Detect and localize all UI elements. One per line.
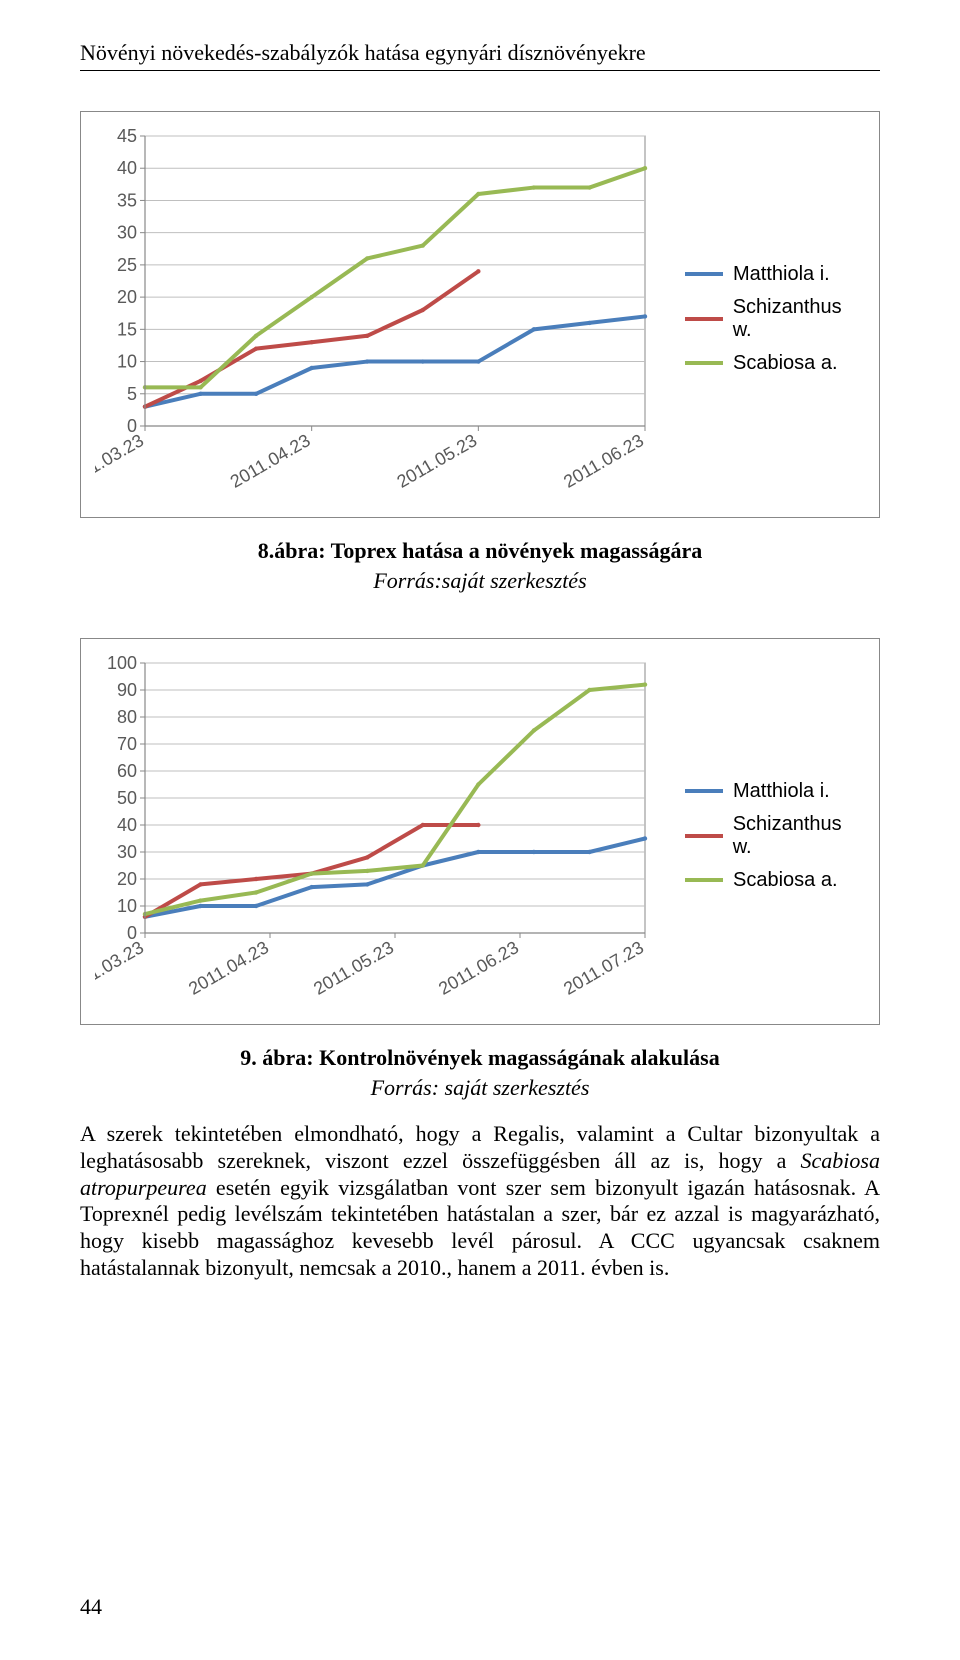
chart-2-legend: Matthiola i. Schizanthus w. Scabiosa a.: [685, 770, 865, 902]
chart-1-caption-source: Forrás:saját szerkesztés: [80, 568, 880, 594]
svg-text:20: 20: [117, 287, 137, 307]
svg-text:2011.06.23: 2011.06.23: [435, 937, 522, 999]
page-header-title: Növényi növekedés-szabályzók hatása egyn…: [80, 40, 880, 66]
legend-label: Matthiola i.: [733, 780, 830, 803]
legend-item: Scabiosa a.: [685, 352, 865, 375]
svg-text:30: 30: [117, 842, 137, 862]
svg-text:100: 100: [107, 653, 137, 673]
legend-color-swatch: [685, 878, 723, 882]
svg-text:2011.03.23: 2011.03.23: [95, 937, 147, 999]
svg-text:20: 20: [117, 869, 137, 889]
svg-text:2011.04.23: 2011.04.23: [185, 937, 272, 999]
chart-2-caption-source: Forrás: saját szerkesztés: [80, 1075, 880, 1101]
body-paragraph: A szerek tekintetében elmondható, hogy a…: [80, 1121, 880, 1282]
svg-text:35: 35: [117, 190, 137, 210]
chart-1-legend: Matthiola i. Schizanthus w. Scabiosa a.: [685, 253, 865, 385]
svg-text:70: 70: [117, 734, 137, 754]
chart-1-container: 0510152025303540452011.03.232011.04.2320…: [80, 111, 880, 518]
body-run-1: A szerek tekintetében elmondható, hogy a…: [80, 1121, 880, 1173]
svg-text:15: 15: [117, 319, 137, 339]
svg-text:80: 80: [117, 707, 137, 727]
legend-color-swatch: [685, 834, 723, 838]
legend-label: Schizanthus w.: [733, 296, 865, 342]
svg-text:2011.04.23: 2011.04.23: [227, 430, 314, 492]
svg-text:25: 25: [117, 255, 137, 275]
chart-2-plot: 01020304050607080901002011.03.232011.04.…: [95, 653, 655, 1018]
legend-color-swatch: [685, 361, 723, 365]
legend-item: Schizanthus w.: [685, 813, 865, 859]
svg-text:50: 50: [117, 788, 137, 808]
chart-2-caption-title: 9. ábra: Kontrolnövények magasságának al…: [80, 1045, 880, 1071]
legend-item: Matthiola i.: [685, 263, 865, 286]
svg-text:10: 10: [117, 352, 137, 372]
legend-item: Schizanthus w.: [685, 296, 865, 342]
svg-text:60: 60: [117, 761, 137, 781]
svg-text:2011.05.23: 2011.05.23: [310, 937, 397, 999]
legend-label: Schizanthus w.: [733, 813, 865, 859]
legend-label: Matthiola i.: [733, 263, 830, 286]
legend-color-swatch: [685, 317, 723, 321]
svg-text:30: 30: [117, 223, 137, 243]
chart-2-container: 01020304050607080901002011.03.232011.04.…: [80, 638, 880, 1025]
legend-label: Scabiosa a.: [733, 869, 838, 892]
chart-1-plot: 0510152025303540452011.03.232011.04.2320…: [95, 126, 655, 511]
legend-color-swatch: [685, 272, 723, 276]
svg-text:2011.03.23: 2011.03.23: [95, 430, 147, 492]
svg-text:5: 5: [127, 384, 137, 404]
header-rule: [80, 70, 880, 71]
svg-text:40: 40: [117, 158, 137, 178]
svg-text:10: 10: [117, 896, 137, 916]
page-number: 44: [80, 1594, 102, 1620]
svg-text:2011.05.23: 2011.05.23: [393, 430, 480, 492]
legend-color-swatch: [685, 789, 723, 793]
legend-item: Scabiosa a.: [685, 869, 865, 892]
legend-label: Scabiosa a.: [733, 352, 838, 375]
chart-1-caption-title: 8.ábra: Toprex hatása a növények magassá…: [80, 538, 880, 564]
svg-text:2011.07.23: 2011.07.23: [560, 937, 647, 999]
svg-text:90: 90: [117, 680, 137, 700]
svg-text:40: 40: [117, 815, 137, 835]
legend-item: Matthiola i.: [685, 780, 865, 803]
svg-text:45: 45: [117, 126, 137, 146]
svg-text:2011.06.23: 2011.06.23: [560, 430, 647, 492]
